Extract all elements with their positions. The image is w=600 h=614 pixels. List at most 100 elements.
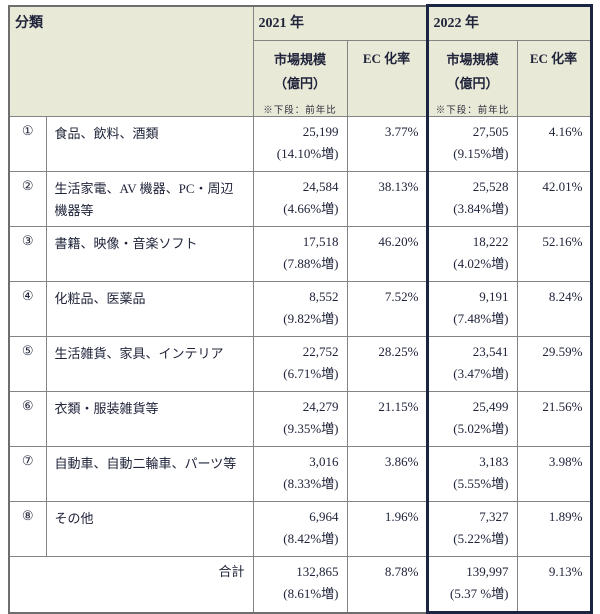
market-value: 25,528 [472,179,509,194]
market-value: 18,222 [472,234,509,249]
market-value: 6,964 [309,509,339,524]
market-yoy: (6.71%増) [283,366,339,381]
market-2022: 18,222 (4.02%増) [425,226,518,282]
market-2022: 9,191 (7.48%増) [425,281,518,337]
market-size-header-2022: 市場規模 （億円） ※下段：前年比 [425,40,518,117]
market-yoy: (5.02%増) [453,421,509,436]
ec-rate-2022: 4.16% [516,116,593,172]
market-yoy: (5.22%増) [453,531,509,546]
row-number: ⑦ [8,446,47,502]
table-row: ⑥ 衣類・服装雑貨等 24,279 (9.35%増) 21.15% 25,499 (… [8,391,593,447]
market-value: 24,279 [302,399,339,414]
ec-rate-2022: 1.89% [516,501,593,557]
ec-rate-2021: 21.15% [346,391,428,447]
row-number: ④ [8,281,47,337]
ec-rate-2022: 52.16% [516,226,593,282]
ec-rate-2021: 7.52% [346,281,428,337]
ec-market-table-page: 分類 2021 年 2022 年 市場規模 （億円） ※下段：前年比 EC 化率… [8,4,593,614]
market-size-header-2021: 市場規模 （億円） ※下段：前年比 [252,40,348,117]
market-size-label-2021: 市場規模 [273,52,326,67]
market-2021: 25,199 (14.10%増) [252,116,348,172]
market-yoy: (5.37 %増) [450,586,509,601]
total-label: 合計 [8,556,254,613]
table-row: ⑤ 生活雑貨、家具、インテリア 22,752 (6.71%増) 28.25% 23… [8,336,593,392]
year-2022-header: 2022 年 [425,4,593,41]
ec-rate-2022: 21.56% [516,391,593,447]
market-2022: 3,183 (5.55%増) [425,446,518,502]
market-2021: 17,518 (7.88%増) [252,226,348,282]
market-value: 22,752 [302,344,339,359]
row-number: ⑥ [8,391,47,447]
ec-rate-2021: 38.13% [346,171,428,227]
table-row: ⑦ 自動車、自動二輪車、パーツ等 3,016 (8.33%増) 3.86% 3,1… [8,446,593,502]
table-row: ① 食品、飲料、酒類 25,199 (14.10%増) 3.77% 27,505 (… [8,116,593,172]
market-value: 17,518 [302,234,339,249]
row-category: 書籍、映像・音楽ソフト [45,226,254,282]
row-number: ① [8,116,47,172]
row-number: ⑧ [8,501,47,557]
market-value: 25,199 [302,124,339,139]
ec-rate-2022: 42.01% [516,171,593,227]
market-value: 139,997 [466,564,509,579]
ec-rate-2021: 46.20% [346,226,428,282]
row-number: ② [8,171,47,227]
ec-rate-header-2022: EC 化率 [516,40,593,117]
row-category: 生活雑貨、家具、インテリア [45,336,254,392]
market-2021: 3,016 (8.33%増) [252,446,348,502]
market-2021: 6,964 (8.42%増) [252,501,348,557]
market-yoy: (7.88%増) [283,256,339,271]
table-row: ④ 化粧品、医薬品 8,552 (9.82%増) 7.52% 9,191 (7.48… [8,281,593,337]
market-size-note-2022: ※下段：前年比 [435,106,510,116]
market-yoy: (4.02%増) [453,256,509,271]
market-size-unit-2021: （億円） [273,76,326,91]
market-2021: 8,552 (9.82%増) [252,281,348,337]
row-category: 食品、飲料、酒類 [45,116,254,172]
market-value: 27,505 [472,124,509,139]
market-value: 8,552 [309,289,339,304]
market-2022: 25,499 (5.02%増) [425,391,518,447]
ec-rate-2022: 3.98% [516,446,593,502]
market-2022: 27,505 (9.15%増) [425,116,518,172]
market-2022: 7,327 (5.22%増) [425,501,518,557]
total-market-2021: 132,865 (8.61%増) [252,556,348,613]
market-value: 25,499 [472,399,509,414]
market-value: 24,584 [302,179,339,194]
row-number: ⑤ [8,336,47,392]
market-value: 3,016 [309,454,339,469]
market-value: 7,327 [479,509,509,524]
market-yoy: (9.82%増) [283,311,339,326]
total-ec-rate-2021: 8.78% [346,556,428,613]
ec-market-table: 分類 2021 年 2022 年 市場規模 （億円） ※下段：前年比 EC 化率… [8,4,593,614]
ec-rate-header-2021: EC 化率 [346,40,428,117]
market-2021: 22,752 (6.71%増) [252,336,348,392]
market-yoy: (14.10%増) [276,146,339,161]
market-yoy: (8.33%増) [283,476,339,491]
ec-rate-2021: 28.25% [346,336,428,392]
classification-header: 分類 [8,5,254,117]
row-number: ③ [8,226,47,282]
market-yoy: (4.66%増) [283,201,339,216]
year-2021-header: 2021 年 [252,5,428,41]
table-row: ③ 書籍、映像・音楽ソフト 17,518 (7.88%増) 46.20% 18,2… [8,226,593,282]
row-category: その他 [45,501,254,557]
market-yoy: (8.61%増) [283,586,339,601]
ec-rate-2022: 8.24% [516,281,593,337]
market-yoy: (3.47%増) [453,366,509,381]
ec-rate-2021: 3.77% [346,116,428,172]
row-category: 化粧品、医薬品 [45,281,254,337]
ec-rate-2022: 29.59% [516,336,593,392]
market-size-note-2021: ※下段：前年比 [263,106,337,116]
market-value: 23,541 [472,344,509,359]
table-row: ② 生活家電、AV 機器、PC・周辺機器等 24,584 (4.66%増) 38.… [8,171,593,227]
market-yoy: (8.42%増) [283,531,339,546]
market-yoy: (7.48%増) [453,311,509,326]
table-row: ⑧ その他 6,964 (8.42%増) 1.96% 7,327 (5.22%増) … [8,501,593,557]
ec-rate-2021: 1.96% [346,501,428,557]
market-yoy: (9.15%増) [453,146,509,161]
market-yoy: (5.55%増) [453,476,509,491]
ec-rate-2021: 3.86% [346,446,428,502]
market-2021: 24,584 (4.66%増) [252,171,348,227]
market-2021: 24,279 (9.35%増) [252,391,348,447]
total-row: 合計 132,865 (8.61%増) 8.78% 139,997 (5.37 %増… [8,556,593,614]
market-yoy: (9.35%増) [283,421,339,436]
